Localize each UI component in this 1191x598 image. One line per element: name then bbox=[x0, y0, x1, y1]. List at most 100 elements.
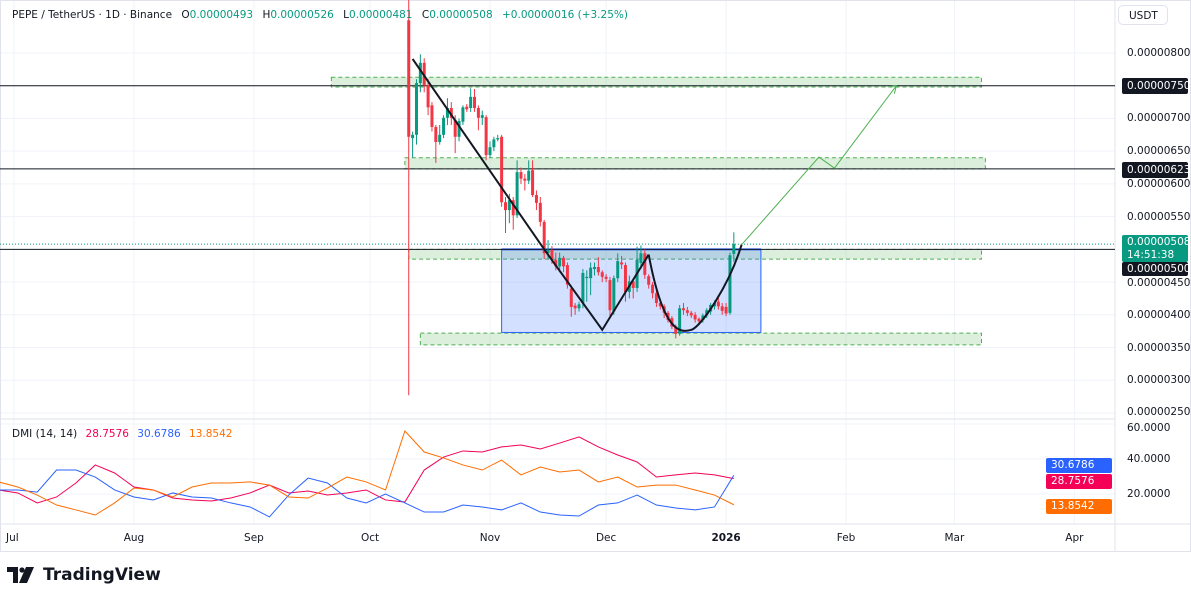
cup-curve bbox=[647, 244, 743, 332]
current-price: 0.00000508 bbox=[1127, 236, 1191, 248]
candle-up bbox=[496, 138, 500, 140]
candle-down bbox=[534, 195, 538, 203]
price-chart-canvas[interactable] bbox=[0, 0, 1191, 552]
support-resistance-zone bbox=[404, 157, 986, 170]
price-tick: 0.00000350 bbox=[1127, 341, 1191, 354]
open-label: O bbox=[181, 9, 190, 21]
dmi-tick: 20.0000 bbox=[1127, 488, 1171, 500]
price-tick: 0.00000450 bbox=[1127, 277, 1191, 290]
candle-down bbox=[531, 170, 535, 196]
time-tick: Oct bbox=[360, 532, 380, 544]
candle-up bbox=[728, 255, 732, 313]
arrow-head-icon bbox=[888, 85, 898, 94]
candle-down bbox=[430, 105, 434, 127]
candle-up bbox=[461, 107, 465, 122]
adx-value: 28.7576 bbox=[85, 428, 129, 440]
candle-down bbox=[647, 276, 651, 285]
brand-name: TradingView bbox=[43, 565, 161, 585]
candle-down bbox=[449, 107, 453, 118]
candle-down bbox=[565, 265, 569, 285]
candle-up bbox=[701, 315, 705, 321]
time-tick: Apr bbox=[1065, 532, 1084, 544]
dmi-title[interactable]: DMI (14, 14) bbox=[12, 428, 78, 440]
candle-down bbox=[643, 253, 647, 275]
price-tick: 0.00000300 bbox=[1127, 374, 1191, 387]
candle-up bbox=[418, 62, 422, 84]
candle-down bbox=[500, 136, 504, 203]
candle-down bbox=[554, 259, 558, 267]
currency-button[interactable]: USDT bbox=[1118, 5, 1168, 25]
dmi-tick: 60.0000 bbox=[1127, 422, 1171, 434]
candle-down bbox=[484, 117, 488, 156]
candle-down bbox=[465, 106, 469, 110]
symbol-legend: PEPE / TetherUS · 1D · Binance O 0.000004… bbox=[12, 9, 634, 21]
candle-up bbox=[616, 261, 620, 279]
candle-down bbox=[716, 301, 720, 307]
candle-down bbox=[562, 257, 566, 267]
tradingview-logo-icon bbox=[7, 567, 34, 583]
candle-up bbox=[507, 200, 511, 211]
time-tick: Feb bbox=[836, 532, 856, 544]
candle-up bbox=[558, 257, 562, 267]
support-resistance-zone bbox=[408, 248, 982, 260]
candle-up bbox=[732, 244, 736, 254]
plus-di-line bbox=[0, 469, 735, 518]
candle-down bbox=[720, 306, 724, 311]
candle-down bbox=[693, 314, 697, 320]
candle-down bbox=[658, 303, 662, 307]
dmi-legend: DMI (14, 14) 28.7576 30.6786 13.8542 bbox=[12, 428, 237, 440]
candle-down bbox=[519, 172, 523, 179]
plus-di-value: 30.6786 bbox=[137, 428, 181, 440]
chart-frame: PEPE / TetherUS · 1D · Binance O 0.000004… bbox=[0, 0, 1191, 552]
candle-down bbox=[596, 267, 600, 273]
time-tick: 2026 bbox=[711, 532, 741, 544]
adx-axis-label: 28.7576 bbox=[1046, 474, 1112, 489]
candle-up bbox=[469, 96, 473, 108]
candle-down bbox=[682, 308, 686, 311]
time-tick: Aug bbox=[123, 532, 145, 544]
candle-up bbox=[457, 121, 461, 137]
candle-up bbox=[411, 134, 415, 139]
range-box bbox=[501, 248, 762, 333]
candle-up bbox=[445, 107, 449, 118]
candle-up bbox=[593, 267, 596, 269]
candle-down bbox=[620, 262, 624, 265]
candle-down bbox=[600, 272, 604, 277]
time-tick: Dec bbox=[595, 532, 617, 544]
candle-down bbox=[550, 250, 554, 260]
candle-down bbox=[674, 326, 678, 334]
candle-up bbox=[639, 253, 643, 264]
level-label-750: 0.00000750 bbox=[1122, 78, 1190, 94]
candle-down bbox=[651, 284, 655, 294]
price-tick: 0.00000600 bbox=[1127, 177, 1191, 190]
candle-down bbox=[511, 200, 515, 216]
candle-down bbox=[523, 178, 527, 181]
candle-up bbox=[581, 272, 585, 304]
candle-up bbox=[705, 310, 709, 316]
level-label-623: 0.00000623 bbox=[1122, 162, 1190, 178]
candle-down bbox=[654, 293, 658, 304]
price-tick: 0.00000400 bbox=[1127, 308, 1191, 321]
candle-down bbox=[538, 202, 542, 222]
candle-up bbox=[585, 276, 589, 279]
symbol-title[interactable]: PEPE / TetherUS · 1D · Binance bbox=[12, 9, 173, 21]
candle-up bbox=[480, 115, 484, 118]
price-tick: 0.00000250 bbox=[1127, 405, 1191, 418]
candle-up bbox=[492, 139, 496, 148]
candle-down bbox=[434, 126, 438, 143]
candle-down bbox=[426, 85, 430, 108]
candle-down bbox=[623, 265, 627, 292]
candle-up bbox=[678, 308, 682, 334]
candle-up bbox=[589, 267, 593, 279]
candle-down bbox=[608, 280, 612, 311]
candle-up bbox=[414, 83, 418, 135]
time-tick: Jul bbox=[6, 532, 19, 544]
candle-up bbox=[488, 147, 492, 156]
candle-down bbox=[689, 312, 693, 316]
low-value: 0.00000481 bbox=[349, 9, 413, 21]
candle-up bbox=[438, 134, 442, 143]
candle-down bbox=[569, 288, 573, 307]
level-label-500: 0.00000500 bbox=[1122, 262, 1190, 276]
tradingview-logo[interactable]: TradingView bbox=[7, 565, 161, 585]
close-label: C bbox=[421, 9, 430, 21]
